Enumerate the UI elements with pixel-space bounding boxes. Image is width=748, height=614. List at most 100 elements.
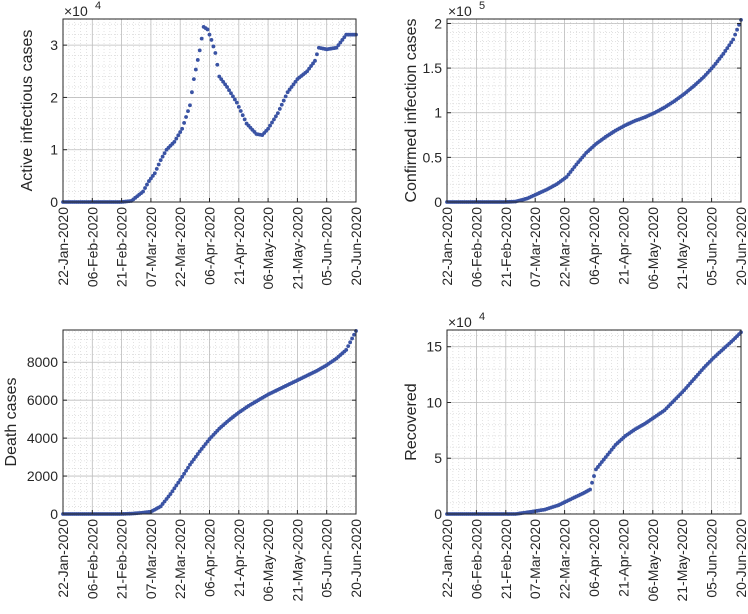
data-point	[182, 471, 187, 476]
data-point	[344, 348, 349, 352]
data-point	[311, 61, 315, 66]
data-point	[180, 126, 185, 131]
data-point	[211, 44, 216, 49]
data-point	[348, 340, 353, 345]
y-tick-label: 0.5	[423, 149, 443, 165]
data-point	[186, 109, 190, 114]
x-tick-label: 20-Jun-2020	[348, 519, 364, 598]
data-point	[293, 79, 298, 84]
y-tick-label: 8000	[27, 354, 58, 370]
y-tick-label: 1	[50, 142, 58, 158]
data-point	[352, 332, 356, 337]
data-point	[588, 487, 592, 492]
data-point	[227, 88, 231, 93]
x-tick-label: 07-Mar-2020	[143, 207, 159, 287]
data-point	[172, 486, 177, 491]
data-point	[342, 35, 347, 40]
y-tick-label: 10	[426, 394, 442, 410]
x-tick-label: 06-Apr-2020	[586, 207, 602, 285]
data-point	[178, 130, 183, 134]
data-point	[725, 46, 730, 51]
x-tick-label: 20-Jun-2020	[348, 207, 364, 286]
data-point	[191, 77, 196, 82]
y-tick-label: 2	[434, 15, 442, 31]
data-point	[272, 117, 276, 122]
chart-confirmed: 0 0.5 1 1.5 2 22-Jan-2020 06-Feb-2020 21-Feb-20…	[403, 0, 748, 290]
data-point	[283, 94, 288, 99]
x-tick-label: 06-Feb-2020	[468, 519, 484, 599]
x-tick-label: 06-Feb-2020	[84, 207, 100, 287]
x-tick-label: 05-Jun-2020	[704, 519, 720, 598]
y-tick-label: 6000	[27, 392, 58, 408]
data-point	[289, 85, 294, 89]
data-point	[240, 113, 245, 118]
data-point	[229, 91, 233, 96]
data-point	[141, 189, 145, 194]
data-point	[147, 179, 151, 183]
data-point	[215, 62, 220, 67]
x-tick-label: 06-Feb-2020	[84, 519, 100, 599]
data-point	[336, 43, 341, 48]
x-tick-label: 21-Apr-2020	[615, 519, 631, 597]
data-point	[231, 94, 235, 99]
data-point	[193, 454, 198, 459]
y-tick-label: 4000	[27, 430, 58, 446]
x-tick-label: 21-May-2020	[289, 207, 305, 290]
data-point	[313, 58, 317, 63]
data-point	[232, 97, 237, 102]
data-point	[188, 462, 192, 467]
data-point	[195, 452, 200, 456]
data-point	[305, 69, 310, 74]
data-point	[213, 51, 218, 55]
axis-multiplier: ×10	[64, 3, 88, 19]
x-tick-label: 21-May-2020	[289, 519, 305, 602]
data-point	[160, 154, 165, 159]
x-tick-label: 22-Mar-2020	[172, 207, 188, 287]
data-point	[727, 43, 732, 48]
data-point	[178, 477, 183, 482]
x-tick-label: 20-Jun-2020	[733, 519, 748, 598]
data-point	[207, 32, 212, 37]
data-point	[190, 90, 194, 95]
y-tick-label: 0	[50, 506, 58, 522]
data-point	[338, 40, 343, 45]
data-point	[209, 38, 214, 42]
chart-active: 0 1 2 3 22-Jan-2020 06-Feb-2020 21-Feb-2020 07-…	[19, 0, 364, 290]
data-point	[172, 139, 177, 144]
x-tick-label: 05-Jun-2020	[704, 207, 720, 286]
data-point	[334, 45, 339, 50]
data-point	[242, 117, 247, 122]
x-tick-label: 06-May-2020	[645, 207, 661, 290]
data-point	[184, 468, 188, 473]
data-point	[346, 344, 351, 349]
data-point	[174, 483, 179, 488]
data-point	[180, 474, 185, 479]
data-point	[186, 465, 190, 470]
data-point	[168, 492, 173, 496]
data-point	[721, 51, 726, 56]
x-tick-label: 21-Apr-2020	[615, 207, 631, 285]
y-axis-label: Confirmed infection cases	[403, 18, 420, 202]
x-tick-label: 21-May-2020	[674, 519, 690, 602]
x-tick-label: 06-May-2020	[260, 519, 276, 602]
data-point	[199, 36, 204, 41]
axis-exponent: 4	[95, 0, 101, 12]
grid	[62, 19, 357, 203]
axis-multiplier: ×10	[448, 314, 472, 330]
data-point	[176, 480, 181, 485]
data-point	[149, 176, 153, 181]
chart-deaths: 0 2000 4000 6000 8000 22-Jan-2020 06-Feb-2020 2…	[3, 329, 364, 602]
x-tick-label: 07-Mar-2020	[527, 519, 543, 599]
data-point	[307, 66, 312, 71]
data-point	[287, 87, 292, 92]
data-point	[234, 100, 239, 105]
data-point	[733, 32, 738, 37]
x-tick-label: 22-Jan-2020	[439, 519, 455, 598]
data-point	[154, 166, 159, 171]
data-point	[315, 52, 319, 57]
y-axis-label: Recovered	[403, 383, 420, 460]
data-point	[592, 474, 596, 478]
y-tick-label: 0	[434, 194, 442, 210]
x-tick-label: 21-Feb-2020	[498, 207, 514, 287]
y-tick-label: 15	[426, 339, 442, 355]
